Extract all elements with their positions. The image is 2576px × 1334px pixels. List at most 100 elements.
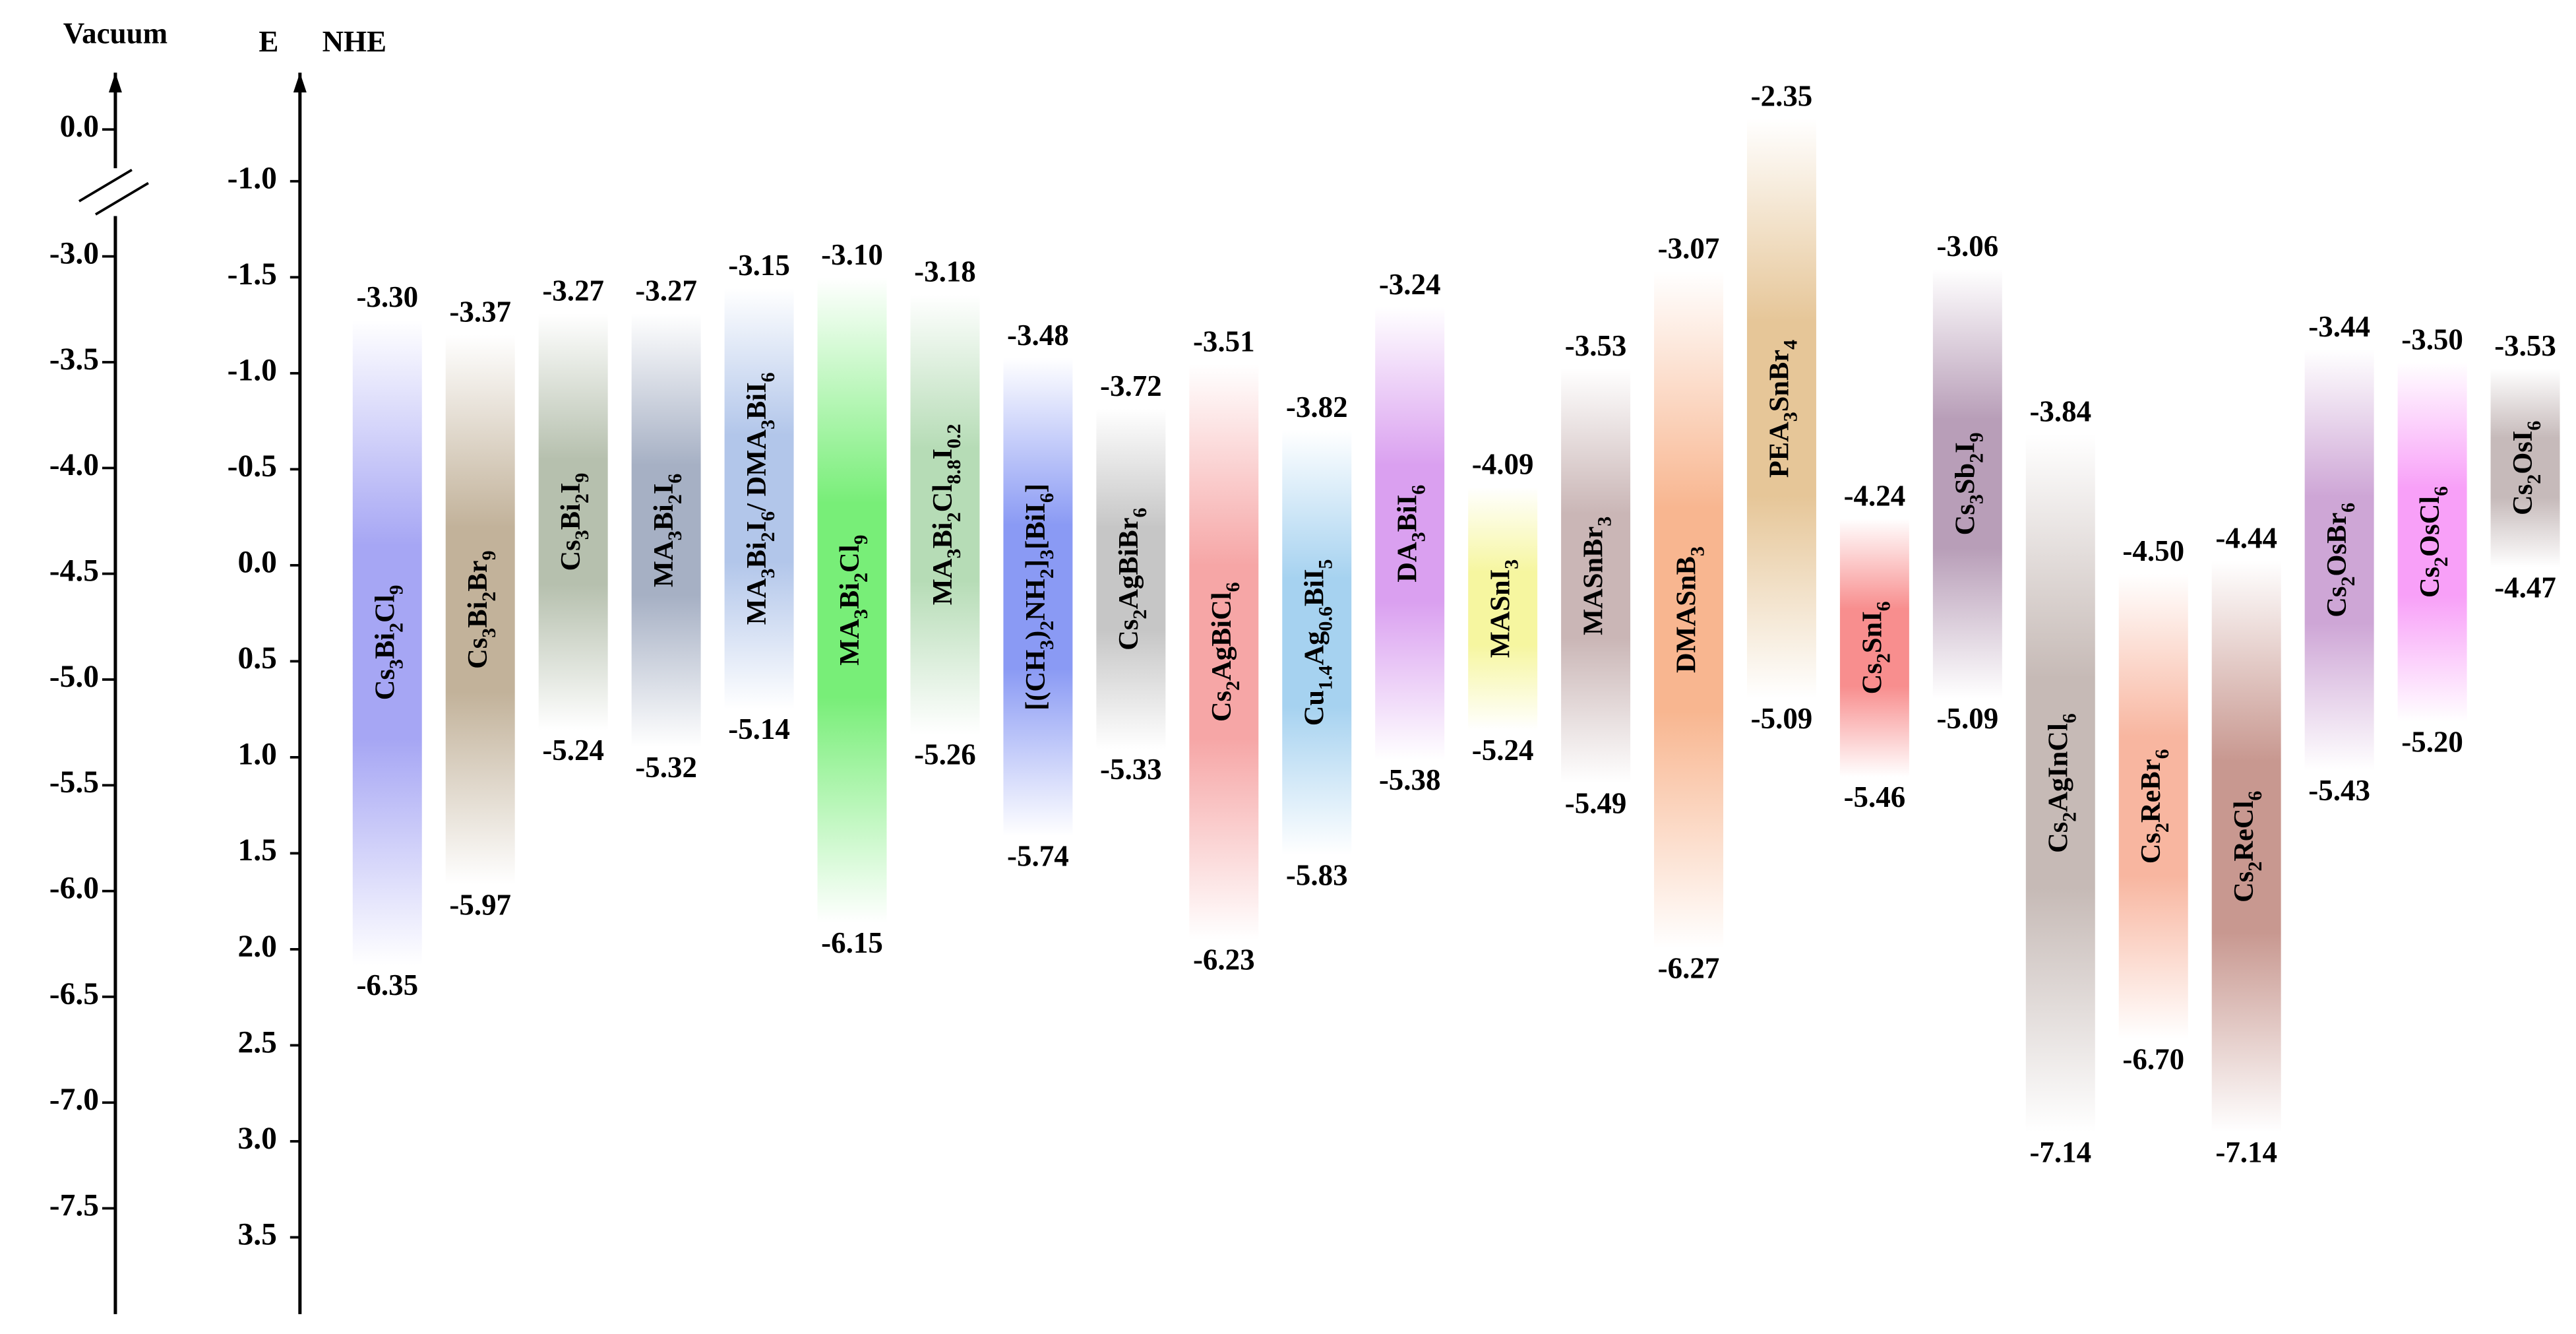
material-name: Cs2AgInCl6 bbox=[2042, 713, 2081, 853]
band-bar bbox=[1282, 429, 1352, 856]
y2-axis-label-sub: NHE bbox=[322, 25, 386, 58]
vbm-label: -6.70 bbox=[2122, 1042, 2184, 1075]
cbm-label: -4.44 bbox=[2215, 522, 2277, 555]
vbm-label: -6.27 bbox=[1658, 951, 1720, 984]
vbm-label: -5.09 bbox=[1937, 702, 1999, 735]
cbm-label: -3.27 bbox=[542, 274, 604, 307]
cbm-label: -4.50 bbox=[2122, 534, 2184, 567]
y2-tick-label: -1.0 bbox=[228, 354, 277, 388]
material-name: MA3Bi2I6/ DMA3BiI6 bbox=[741, 372, 780, 625]
cbm-label: -3.82 bbox=[1286, 391, 1348, 424]
y-tick-label: -7.5 bbox=[49, 1188, 99, 1223]
band-bar bbox=[1654, 271, 1723, 949]
material-name: Cs2OsBr6 bbox=[2321, 503, 2360, 618]
band-bar bbox=[1746, 119, 1816, 699]
cbm-label: -3.15 bbox=[728, 249, 790, 282]
band-bar bbox=[538, 313, 608, 730]
cbm-label: -3.27 bbox=[635, 274, 697, 307]
material-name: Cs2ReBr6 bbox=[2135, 749, 2174, 864]
band-bar bbox=[631, 313, 701, 747]
y-tick-label: -5.0 bbox=[49, 660, 99, 694]
material-name: PEA3SnBr4 bbox=[1763, 340, 1802, 478]
y2-tick-label: 2.0 bbox=[237, 930, 276, 964]
y2-tick-label: 0.0 bbox=[237, 546, 276, 580]
vbm-label: -6.35 bbox=[356, 969, 418, 1001]
material-name: Cs2SnI6 bbox=[1856, 601, 1895, 694]
band-bar bbox=[2397, 362, 2467, 722]
cbm-label: -3.84 bbox=[2029, 395, 2091, 428]
vbm-label: -6.23 bbox=[1193, 943, 1255, 976]
vbm-label: -5.74 bbox=[1007, 840, 1069, 873]
material-name: Cs3Bi2Cl9 bbox=[369, 585, 408, 700]
band-bar bbox=[1839, 519, 1909, 777]
y-axis-label: Vacuum bbox=[63, 16, 168, 49]
material-name: [(CH3)2NH2]3[BiI6] bbox=[1020, 484, 1058, 711]
y2-tick-label: 3.5 bbox=[237, 1217, 276, 1252]
axis-break bbox=[78, 168, 133, 203]
band-bar bbox=[352, 319, 422, 965]
band-bar bbox=[910, 294, 980, 735]
vbm-label: -5.24 bbox=[542, 734, 604, 767]
band-bar bbox=[817, 277, 887, 923]
cbm-label: -3.07 bbox=[1658, 232, 1720, 265]
y2-tick-label: 2.5 bbox=[237, 1025, 276, 1060]
band-bar bbox=[2118, 573, 2188, 1040]
material-name: Cs3Bi2Br9 bbox=[462, 550, 501, 668]
y2-tick-label: -1.0 bbox=[228, 162, 277, 196]
vbm-label: -4.47 bbox=[2494, 571, 2556, 604]
band-bar bbox=[2490, 368, 2560, 568]
y-axis-arrow bbox=[108, 73, 122, 93]
cbm-label: -3.72 bbox=[1100, 369, 1162, 402]
y2-tick-label: -0.5 bbox=[228, 449, 277, 484]
cbm-label: -3.48 bbox=[1007, 319, 1069, 352]
y-tick-label: -6.5 bbox=[49, 977, 99, 1011]
y-tick-label: -4.5 bbox=[49, 554, 99, 588]
y-tick-label: -4.0 bbox=[49, 448, 99, 482]
vbm-label: -5.26 bbox=[914, 738, 976, 771]
band-bar bbox=[1189, 364, 1259, 940]
cbm-label: -3.53 bbox=[1565, 329, 1627, 362]
cbm-label: -3.37 bbox=[449, 296, 511, 329]
y2-tick-label: 0.5 bbox=[237, 641, 276, 676]
cbm-label: -3.18 bbox=[914, 255, 976, 288]
vbm-label: -5.32 bbox=[635, 751, 697, 784]
material-name: Cs3Bi2I9 bbox=[555, 473, 594, 571]
vbm-label: -5.97 bbox=[449, 888, 511, 921]
band-bar bbox=[1375, 307, 1445, 760]
cbm-label: -3.30 bbox=[356, 280, 418, 313]
y2-tick-label: 3.0 bbox=[237, 1122, 276, 1156]
y2-axis-arrow bbox=[293, 73, 307, 93]
axis-break bbox=[94, 181, 149, 216]
vbm-label: -6.15 bbox=[821, 926, 883, 959]
vbm-label: -5.09 bbox=[1751, 702, 1813, 735]
y-tick-label: -5.5 bbox=[49, 765, 99, 800]
band-bar bbox=[445, 334, 515, 885]
cbm-label: -3.50 bbox=[2401, 323, 2463, 356]
material-name: Cu1.4Ag0.6BiI5 bbox=[1299, 559, 1337, 726]
y-tick-label: -3.5 bbox=[49, 342, 99, 377]
vbm-label: -5.38 bbox=[1379, 763, 1441, 796]
cbm-label: -3.06 bbox=[1937, 230, 1999, 263]
band-bar bbox=[2025, 434, 2095, 1133]
y-tick-label: -3.0 bbox=[49, 237, 99, 271]
y-tick-label: 0.0 bbox=[60, 110, 99, 144]
cbm-label: -3.24 bbox=[1379, 268, 1441, 301]
band-bar bbox=[2304, 349, 2374, 771]
y-tick-label: -6.0 bbox=[49, 871, 99, 905]
material-name: MA3Bi2Cl8.8I0.2 bbox=[927, 424, 966, 605]
vbm-label: -5.49 bbox=[1565, 786, 1627, 819]
material-name: DA3BiI6 bbox=[1392, 485, 1430, 583]
material-name: MA3Bi2Cl9 bbox=[834, 535, 873, 666]
y2-tick-label: 1.5 bbox=[237, 833, 276, 868]
band-bar bbox=[1561, 368, 1631, 784]
material-name: Cs2AgBiBr6 bbox=[1113, 507, 1151, 650]
material-name: Cs2AgBiCl6 bbox=[1206, 582, 1244, 722]
y2-tick-label: 1.0 bbox=[237, 738, 276, 772]
material-name: Cs2OsI6 bbox=[2507, 421, 2546, 515]
material-name: Cs2OsCl6 bbox=[2414, 486, 2453, 598]
material-name: MA3Bi2I6 bbox=[648, 474, 687, 587]
vbm-label: -7.14 bbox=[2029, 1135, 2091, 1168]
cbm-label: -3.44 bbox=[2308, 310, 2370, 343]
